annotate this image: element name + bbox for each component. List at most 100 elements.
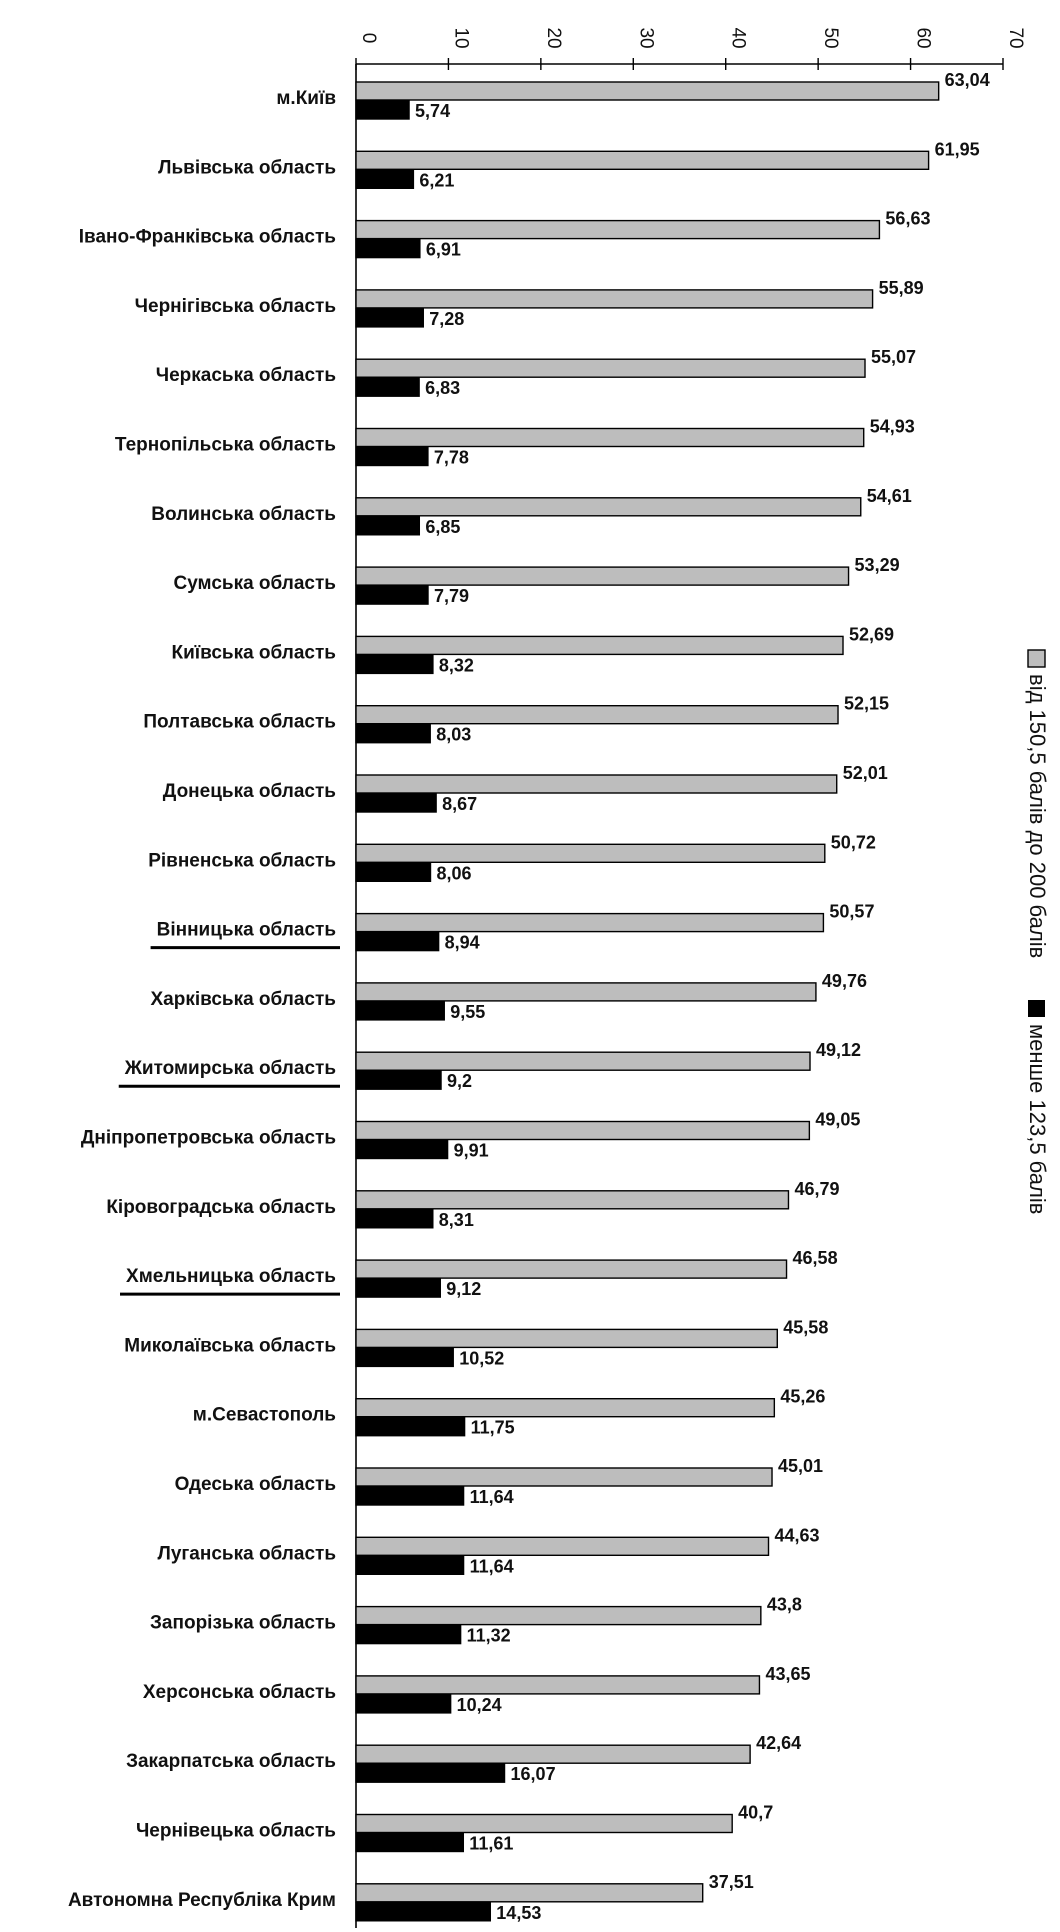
bar-low-score (355, 377, 420, 397)
category-label: Хмельницька область (126, 1266, 336, 1287)
category-label: Запорізька область (150, 1613, 336, 1634)
bar-low-score (355, 1486, 465, 1506)
bar-low-score (355, 1902, 491, 1922)
bar-high-score (355, 1467, 773, 1487)
bar-low-score (355, 1347, 454, 1368)
bar-low-score (355, 308, 424, 328)
category-label: Херсонська область (143, 1682, 336, 1703)
legend-swatch-series-2 (1028, 1000, 1045, 1017)
data-label-low-score: 6,83 (425, 378, 460, 398)
category-label: Харківська область (150, 989, 336, 1010)
data-label-low-score: 8,67 (442, 794, 477, 814)
category-label: Сумська область (173, 573, 336, 594)
bar-high-score (355, 705, 839, 725)
data-label-low-score: 9,91 (454, 1141, 489, 1161)
data-label-low-score: 8,94 (445, 933, 480, 953)
data-label-low-score: 6,85 (425, 517, 460, 537)
category-label: Вінницька область (157, 920, 336, 941)
data-label-high-score: 40,7 (738, 1803, 773, 1823)
bar-low-score (355, 1763, 506, 1783)
x-tick-label: 0 (358, 33, 379, 44)
data-label-low-score: 8,03 (436, 725, 471, 745)
bar-high-score (355, 427, 865, 448)
data-label-low-score: 5,74 (415, 101, 450, 121)
category-label: м.Севастополь (193, 1405, 336, 1426)
data-label-high-score: 45,58 (783, 1317, 828, 1337)
bar-low-score (355, 1624, 462, 1645)
data-label-low-score: 11,64 (470, 1487, 514, 1507)
x-tick-label: 60 (913, 27, 934, 48)
legend-label-series-1: від 150,5 балів до 200 балів (1025, 674, 1050, 958)
data-label-low-score: 8,06 (436, 863, 471, 883)
x-tick-label: 10 (450, 27, 471, 48)
category-label: Автономна Республіка Крим (68, 1890, 336, 1911)
legend-label-series-2: менше 123,5 балів (1025, 1024, 1050, 1214)
data-label-high-score: 42,64 (756, 1733, 801, 1753)
bar-high-score (355, 289, 874, 309)
bar-low-score (355, 516, 421, 536)
category-label: Житомирська область (124, 1058, 336, 1079)
bar-high-score (355, 774, 838, 794)
data-label-high-score: 49,76 (822, 971, 867, 991)
bar-low-score (355, 862, 432, 882)
data-label-low-score: 7,28 (429, 309, 464, 329)
category-label: м.Київ (276, 88, 336, 109)
bar-low-score (355, 1278, 441, 1298)
bar-low-score (355, 585, 429, 605)
data-label-high-score: 44,63 (775, 1525, 820, 1545)
bar-low-score (355, 446, 429, 467)
bar-high-score (355, 81, 940, 101)
category-label: Івано-Франківська область (79, 227, 336, 248)
data-label-high-score: 46,58 (793, 1248, 838, 1268)
bar-high-score (355, 1813, 733, 1834)
bar-low-score (355, 654, 434, 675)
bar-high-score (355, 497, 862, 517)
x-tick-label: 40 (728, 27, 749, 48)
category-label: Одеська область (175, 1474, 336, 1495)
bar-high-score (355, 982, 817, 1002)
bar-low-score (355, 1209, 434, 1229)
data-label-high-score: 45,01 (778, 1456, 823, 1476)
bar-low-score (355, 1070, 442, 1090)
bar-low-score (355, 1001, 445, 1021)
category-label: Львівська область (158, 157, 336, 178)
data-label-high-score: 43,65 (765, 1664, 810, 1684)
data-label-low-score: 11,61 (469, 1834, 513, 1854)
category-label: Дніпропетровська область (81, 1128, 336, 1149)
data-label-high-score: 45,26 (780, 1387, 825, 1407)
data-label-high-score: 63,04 (945, 70, 990, 90)
data-label-high-score: 46,79 (794, 1179, 839, 1199)
bar-low-score (355, 100, 410, 120)
data-label-high-score: 54,93 (870, 417, 915, 437)
bar-low-score (355, 1694, 452, 1714)
legend-swatch-series-1 (1027, 649, 1046, 668)
data-label-high-score: 53,29 (855, 555, 900, 575)
data-label-high-score: 55,89 (879, 278, 924, 298)
data-label-high-score: 54,61 (867, 486, 912, 506)
data-label-low-score: 7,78 (434, 448, 469, 468)
category-label: Чернігівська область (135, 296, 336, 317)
category-label: Черкаська область (156, 365, 336, 386)
data-label-low-score: 11,64 (470, 1556, 514, 1576)
bar-high-score (355, 358, 866, 378)
category-label: Кіровоградська область (106, 1197, 336, 1218)
bar-high-score (355, 1120, 811, 1141)
x-tick-label: 50 (820, 27, 841, 48)
data-label-low-score: 6,91 (426, 240, 461, 260)
data-label-high-score: 55,07 (871, 347, 916, 367)
bar-low-score (355, 724, 431, 744)
legend-item-series-2: менше 123,5 балів (1025, 1000, 1050, 1214)
bar-low-score (355, 1416, 466, 1437)
data-label-low-score: 10,52 (459, 1348, 504, 1368)
bar-high-score (355, 1536, 770, 1557)
x-tick-label: 70 (1005, 27, 1026, 48)
data-label-low-score: 11,75 (471, 1418, 515, 1438)
bar-high-score (355, 1675, 761, 1695)
bar-high-score (355, 1259, 788, 1279)
data-label-low-score: 7,79 (434, 586, 469, 606)
bar-high-score (355, 1190, 790, 1210)
bar-high-score (355, 635, 844, 656)
bar-low-score (355, 1832, 465, 1853)
category-label: Тернопільська область (115, 435, 336, 456)
bar-high-score (355, 150, 930, 171)
